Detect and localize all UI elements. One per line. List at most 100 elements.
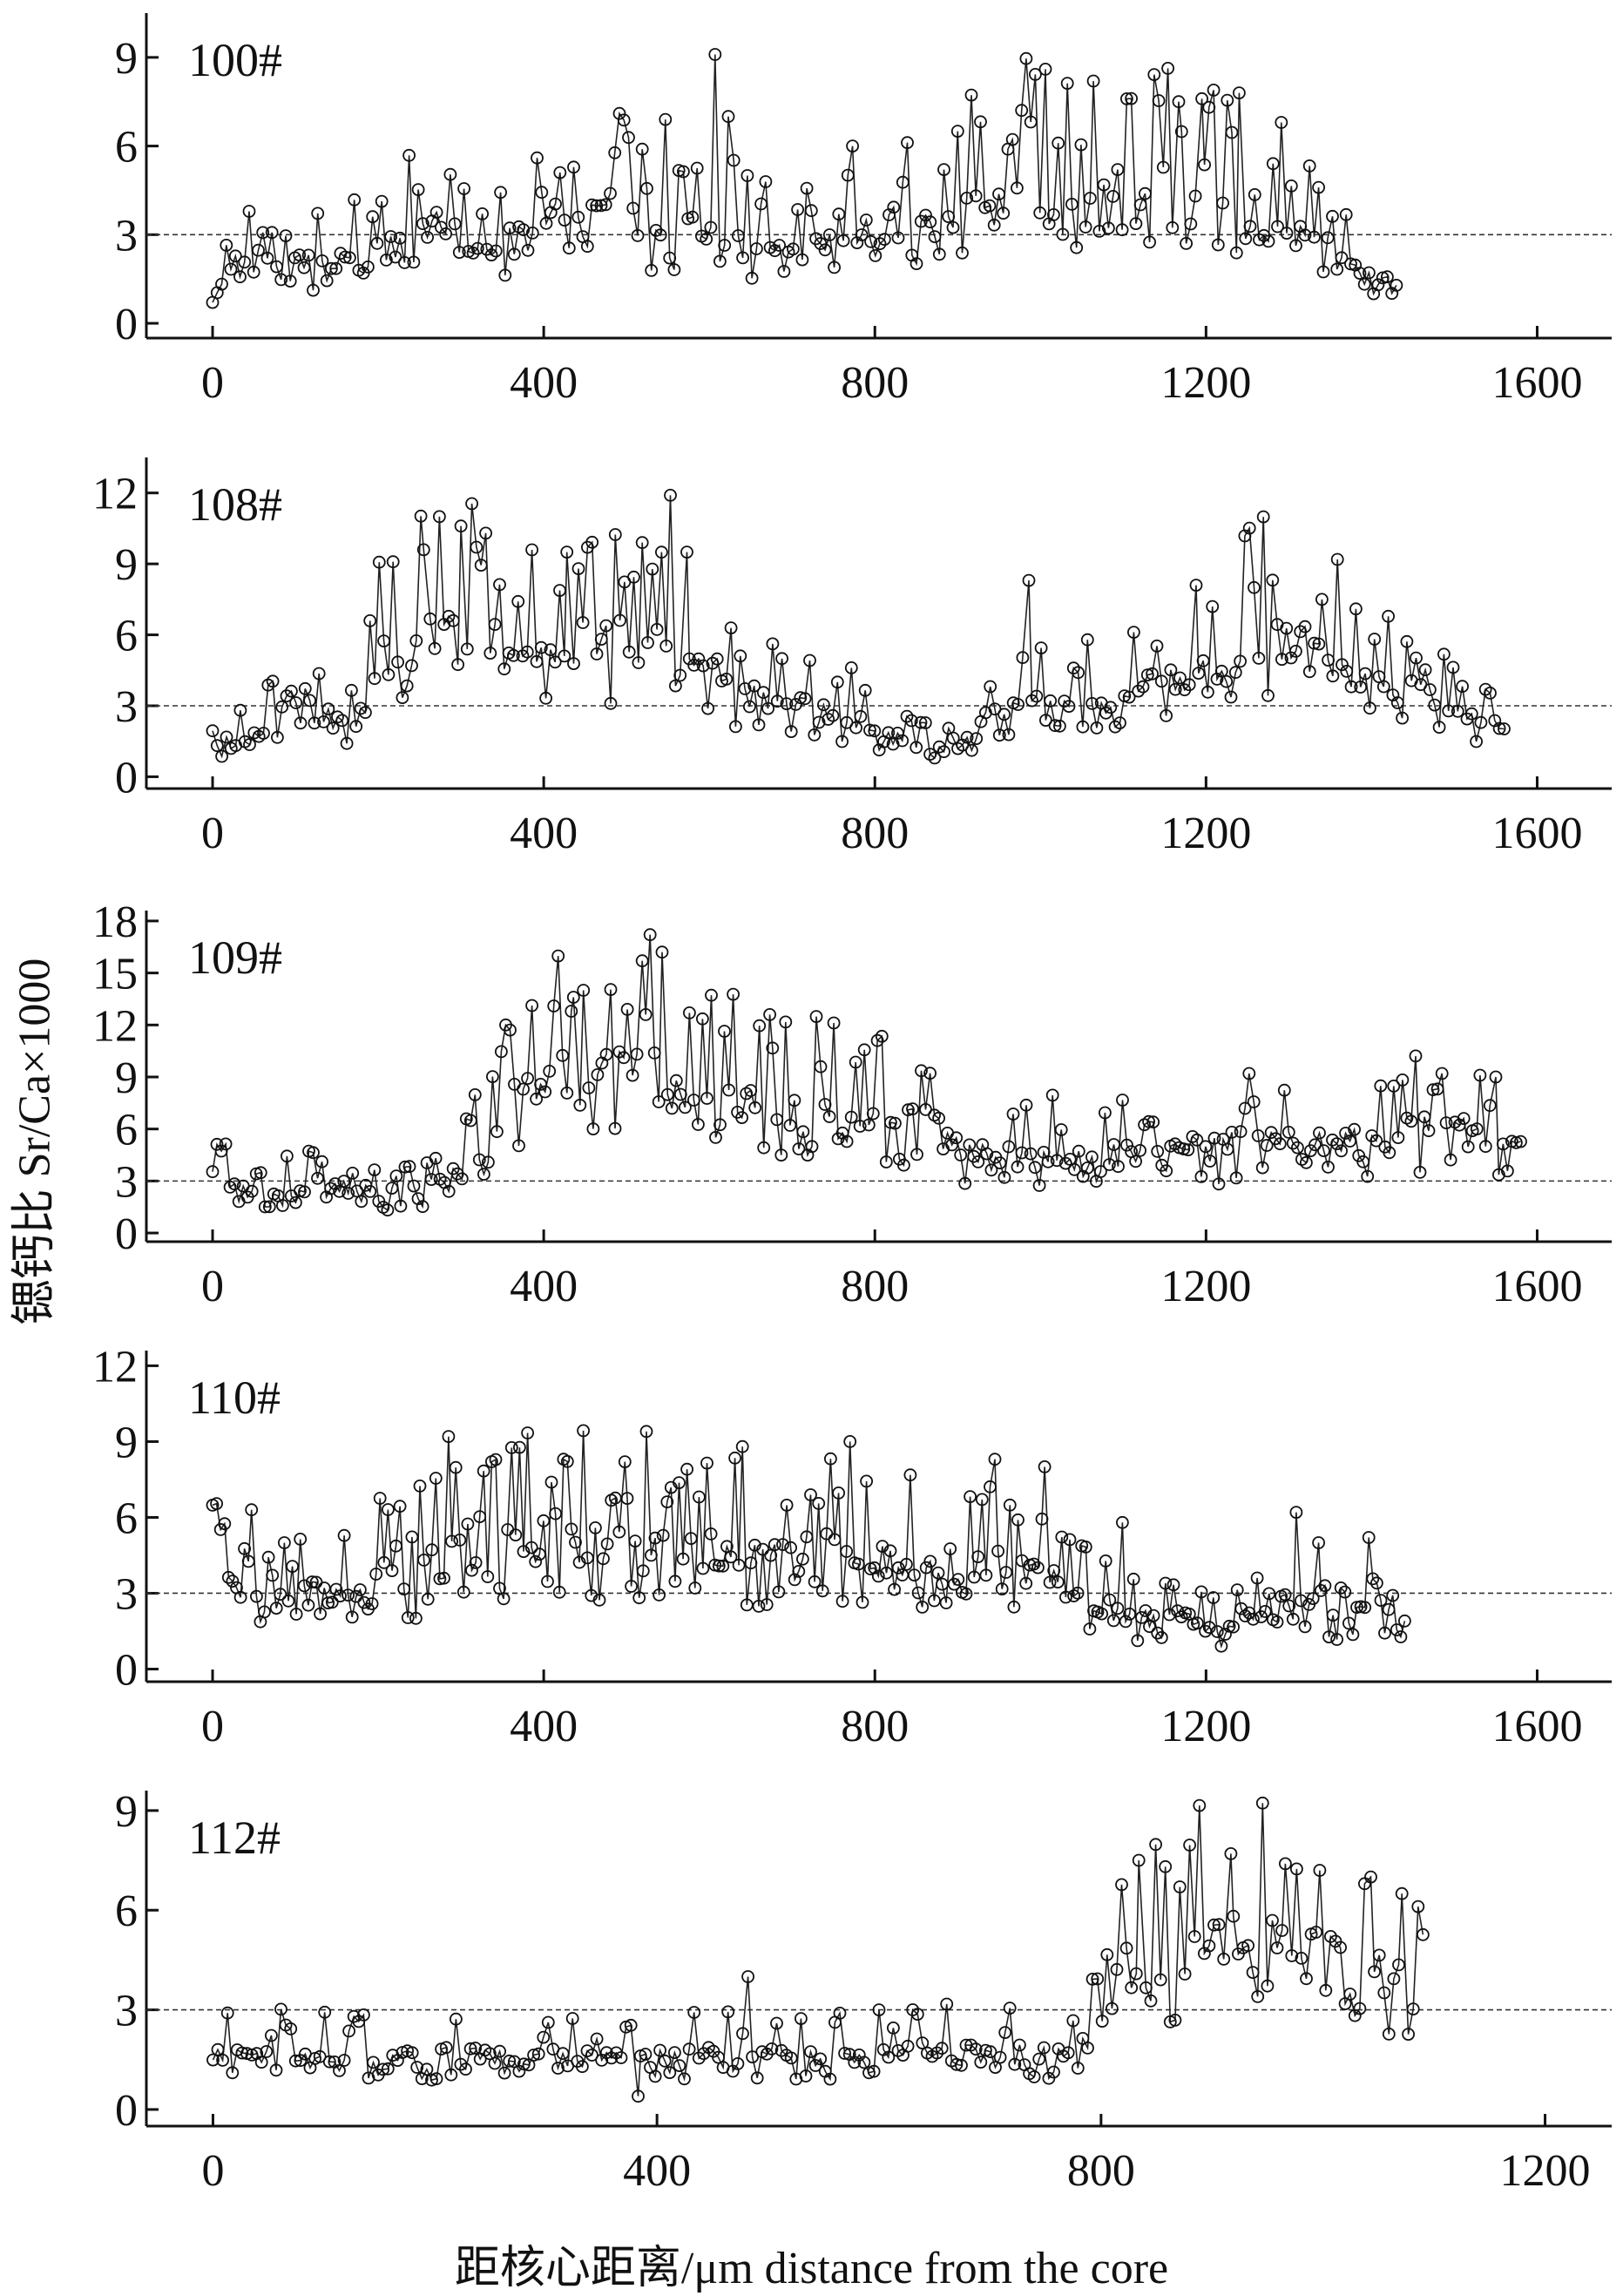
data-point (1221, 1142, 1234, 1156)
data-point (1173, 671, 1187, 685)
data-point (1019, 51, 1033, 65)
data-point (800, 181, 814, 195)
data-point (918, 716, 932, 729)
data-point (303, 694, 317, 708)
data-point (1348, 1122, 1361, 1136)
data-point (721, 110, 735, 124)
data-point (863, 723, 876, 737)
data-point (1019, 1098, 1033, 1112)
data-point (923, 215, 937, 229)
data-point (713, 1118, 727, 1132)
data-point (1095, 2015, 1109, 2028)
panel-title: 110# (188, 1372, 281, 1424)
data-point (1037, 2041, 1051, 2055)
data-point (1059, 1590, 1072, 1604)
data-point (580, 1551, 594, 1565)
data-point (326, 721, 340, 735)
data-point (1349, 602, 1363, 616)
data-point (626, 1068, 639, 1082)
data-point (318, 2005, 332, 2019)
data-point (532, 1548, 546, 1561)
x-tick-label: 400 (510, 1262, 578, 1311)
panel-title: 112# (188, 1812, 281, 1864)
y-tick-label: 6 (115, 1493, 138, 1543)
data-point (862, 2066, 876, 2080)
data-point (692, 652, 706, 666)
data-point (366, 210, 380, 224)
data-point (630, 1047, 644, 1061)
data-point (423, 612, 437, 626)
data-point (560, 1454, 574, 1468)
data-point (883, 1544, 897, 1558)
data-point (504, 1023, 517, 1037)
data-point (1080, 633, 1094, 647)
x-tick-label: 800 (841, 358, 909, 408)
data-point (1334, 1940, 1347, 1954)
data-point (270, 730, 284, 744)
data-point (368, 672, 382, 686)
data-point (1173, 1880, 1187, 1893)
data-point (307, 1146, 320, 1160)
data-point (844, 661, 858, 674)
data-point (1015, 1146, 1029, 1160)
data-point (1322, 1630, 1336, 1643)
data-point (1127, 626, 1140, 639)
data-point (461, 1517, 475, 1531)
data-point (668, 2046, 681, 2060)
data-point (827, 1016, 841, 1030)
data-point (1174, 125, 1188, 139)
data-point (910, 1148, 923, 1162)
data-point (765, 2042, 779, 2056)
data-point (454, 519, 468, 533)
data-point (1426, 1083, 1440, 1097)
y-tick-label: 9 (115, 34, 138, 84)
data-point (1243, 220, 1257, 234)
data-point (673, 2059, 686, 2073)
data-point (792, 1565, 806, 1578)
data-point (640, 181, 653, 195)
data-point (932, 247, 946, 261)
y-tick-label: 0 (115, 753, 138, 803)
data-point (1211, 238, 1225, 252)
data-point (1111, 163, 1125, 177)
data-point (1177, 1142, 1191, 1155)
data-point (727, 153, 740, 167)
data-point (1284, 179, 1298, 193)
data-point (1262, 1587, 1276, 1601)
data-point (752, 718, 766, 732)
data-point (614, 2051, 628, 2064)
data-point (297, 261, 311, 274)
data-point (999, 1566, 1013, 1579)
data-point (558, 213, 571, 227)
data-point (534, 640, 548, 654)
data-point (1214, 664, 1228, 678)
data-point (439, 227, 453, 240)
data-point (503, 221, 517, 235)
data-point (1391, 1131, 1405, 1144)
data-point (1207, 84, 1221, 97)
data-point (959, 1587, 973, 1601)
data-point (1315, 593, 1329, 606)
data-point (1207, 1918, 1221, 1932)
data-point (245, 1184, 259, 1198)
data-point (1228, 666, 1242, 680)
data-point (353, 1583, 367, 1596)
data-point (1024, 115, 1038, 129)
data-point (1131, 1634, 1145, 1648)
data-point (409, 1611, 423, 1625)
data-point (1056, 227, 1070, 241)
data-point (284, 2022, 298, 2035)
data-point (889, 1116, 902, 1130)
data-point (731, 2056, 745, 2070)
data-point (857, 1043, 871, 1057)
data-point (1045, 1088, 1059, 1102)
data-point (678, 2072, 691, 2086)
data-point (746, 2050, 759, 2064)
data-point (773, 239, 786, 252)
data-point (750, 242, 763, 255)
data-point (342, 251, 356, 265)
data-point (396, 691, 409, 704)
data-point (1214, 1639, 1228, 1653)
data-point (713, 254, 727, 268)
data-point (215, 277, 228, 291)
